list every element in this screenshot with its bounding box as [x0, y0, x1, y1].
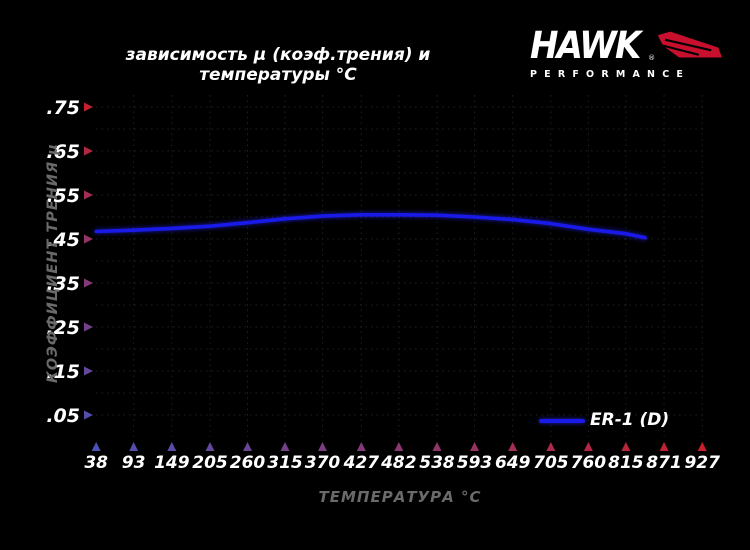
x-tick-arrow-icon	[583, 442, 593, 451]
x-tick-label: 705	[533, 453, 569, 473]
y-tick-arrow-icon	[84, 146, 93, 156]
y-tick-arrow-icon	[84, 410, 93, 420]
x-tick-label: 315	[267, 453, 303, 473]
er1-curve	[94, 213, 647, 240]
hawk-logo: HAWK ® PERFORMANCE	[530, 26, 722, 80]
registered-trademark-icon: ®	[648, 54, 656, 62]
x-tick-label: 205	[192, 453, 228, 473]
y-tick-arrow-icon	[84, 278, 93, 288]
x-tick-arrow-icon	[205, 442, 215, 451]
x-tick-label: 38	[84, 453, 108, 473]
y-tick-label: .15	[46, 361, 80, 383]
y-tick-label: .35	[46, 273, 80, 295]
x-tick-arrow-icon	[167, 442, 177, 451]
y-tick-arrow-icon	[84, 190, 93, 200]
y-tick-label: .75	[46, 97, 80, 119]
x-tick-label: 538	[419, 453, 455, 473]
legend-label: ER-1 (D)	[590, 410, 670, 430]
hawk-wing-icon	[657, 31, 722, 58]
x-tick-arrow-icon	[394, 442, 404, 451]
x-tick-arrow-icon	[317, 442, 327, 451]
x-tick-label: 815	[608, 453, 644, 473]
x-tick-arrow-icon	[91, 442, 101, 451]
y-tick-label: .45	[46, 229, 80, 251]
x-tick-arrow-icon	[129, 442, 139, 451]
x-tick-label: 482	[380, 453, 417, 473]
x-tick-arrow-icon	[432, 442, 442, 451]
hawk-logo-subtitle: PERFORMANCE	[530, 69, 691, 80]
x-tick-label: 593	[457, 453, 493, 473]
y-tick-label: .55	[46, 185, 80, 207]
hawk-logo-brand: HAWK	[530, 24, 641, 67]
x-tick-label: 149	[154, 453, 190, 473]
hawk-logo-top: HAWK ®	[530, 26, 722, 68]
x-tick-arrow-icon	[243, 442, 252, 451]
x-tick-label: 871	[646, 453, 682, 473]
y-tick-arrow-icon	[84, 366, 93, 376]
x-tick-label: 760	[571, 453, 607, 473]
x-tick-arrow-icon	[470, 442, 480, 451]
legend-line-sample	[539, 419, 585, 423]
y-tick-arrow-icon	[84, 234, 93, 244]
x-tick-label: 427	[343, 453, 380, 473]
x-axis-label: ТЕМПЕРАТУРА °C	[318, 488, 482, 506]
x-tick-arrow-icon	[280, 442, 290, 451]
chart-title: зависимость μ (коэф.трения) и температур…	[125, 45, 431, 85]
y-axis-label: КОЭФФИЦИЕНТ ТРЕНИЯ μ	[45, 143, 61, 383]
x-tick-arrow-icon	[546, 442, 556, 451]
x-tick-label: 927	[684, 453, 720, 473]
y-tick-arrow-icon	[84, 322, 93, 332]
x-tick-label: 370	[305, 453, 341, 473]
y-tick-label: .65	[46, 141, 80, 163]
x-tick-arrow-icon	[508, 442, 518, 451]
y-tick-arrow-icon	[84, 102, 93, 112]
x-tick-label: 93	[122, 453, 146, 473]
x-tick-label: 649	[495, 453, 531, 473]
x-tick-arrow-icon	[356, 442, 366, 451]
y-tick-label: .05	[46, 405, 80, 427]
y-tick-label: .25	[46, 317, 80, 339]
x-tick-arrow-icon	[697, 442, 707, 451]
x-tick-arrow-icon	[659, 442, 669, 451]
x-tick-arrow-icon	[621, 442, 631, 451]
x-tick-label: 260	[230, 453, 266, 473]
